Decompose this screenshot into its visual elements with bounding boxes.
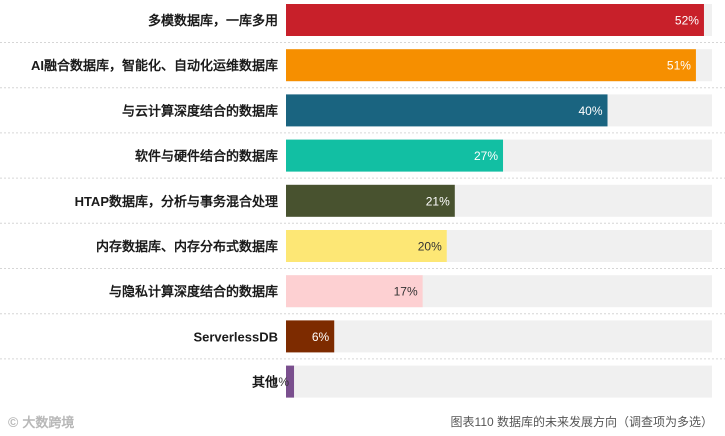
value-label: 21% [426,194,450,208]
value-label: 52% [675,14,699,28]
bar-track [286,320,712,353]
bar [286,320,335,353]
value-label: 51% [667,59,691,73]
category-label: 内存数据库、内存分布式数据库 [96,239,278,254]
category-label: 多模数据库，一库多用 [148,13,278,28]
bar-chart: 多模数据库，一库多用 52% AI融合数据库，智能化、自动化运维数据库 51% 与云计算… [0,4,725,398]
bar [286,275,423,308]
logo-icon: © [8,413,19,430]
bar [286,94,608,127]
value-label: 1% [272,375,290,389]
value-label: 6% [312,330,330,344]
bar-track [286,365,712,398]
bar [286,365,295,398]
category-label: 与云计算深度结合的数据库 [122,103,278,118]
bar [286,139,504,172]
category-label: 与隐私计算深度结合的数据库 [109,284,278,299]
category-label: 软件与硬件结合的数据库 [135,149,278,164]
category-label: ServerlessDB [193,329,278,344]
bar [286,230,447,262]
value-label: 20% [418,240,442,254]
footer: © 大数跨境 图表110 数据库的未来发展方向（调查项为多选） [0,404,725,436]
logo-text: 大数跨境 [22,415,75,430]
figure-caption: 图表110 数据库的未来发展方向（调查项为多选） [450,415,713,429]
value-label: 27% [474,149,498,163]
bar [286,49,696,82]
category-label: HTAP数据库，分析与事务混合处理 [75,194,278,209]
category-label: AI融合数据库，智能化、自动化运维数据库 [31,58,278,73]
value-label: 17% [394,285,418,299]
category-label: 其他 [252,375,278,390]
logo: © 大数跨境 [8,412,74,431]
bar [286,184,455,217]
bar [286,4,704,36]
value-label: 40% [578,104,602,118]
